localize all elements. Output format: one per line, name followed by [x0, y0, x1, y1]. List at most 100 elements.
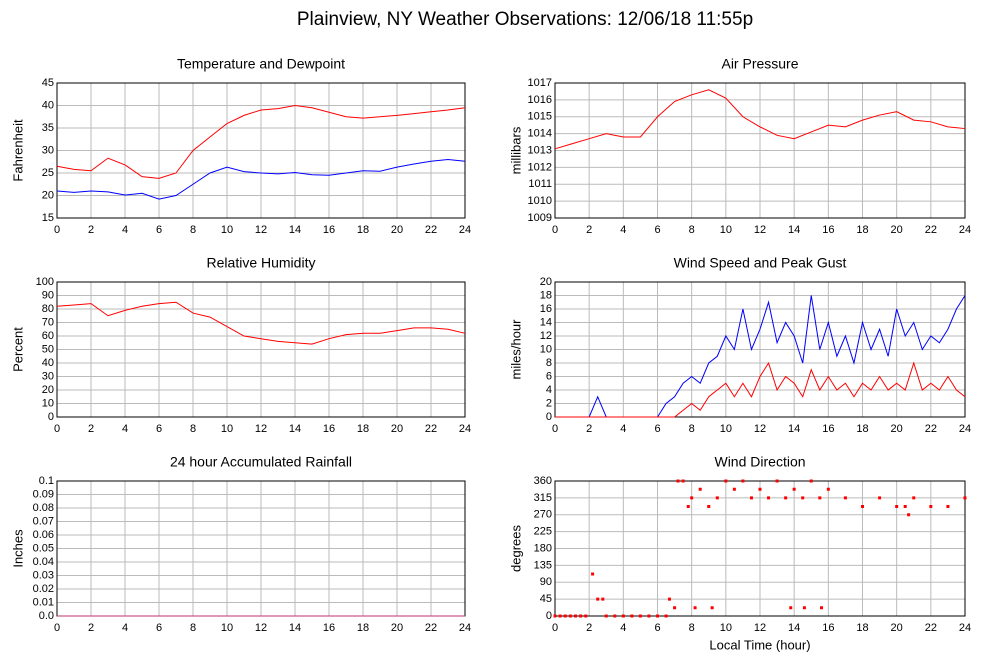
x-tick-label: 8	[689, 224, 695, 236]
scatter-point	[907, 513, 911, 517]
y-axis-label: Inches	[10, 529, 25, 568]
x-tick-label: 6	[654, 224, 660, 236]
y-tick-label: 135	[534, 559, 552, 571]
scatter-point	[591, 572, 595, 576]
x-tick-label: 12	[754, 622, 766, 634]
y-tick-label: 1016	[528, 94, 552, 106]
x-tick-label: 0	[54, 224, 60, 236]
x-tick-label: 0	[552, 224, 558, 236]
scatter-point	[809, 479, 813, 483]
y-tick-label: 1009	[528, 212, 552, 224]
x-tick-label: 8	[190, 224, 196, 236]
scatter-point	[861, 505, 864, 508]
series-line	[56, 158, 466, 200]
y-tick-label: 0.08	[33, 502, 54, 514]
x-tick-label: 14	[289, 224, 301, 236]
scatter-point	[895, 505, 899, 508]
y-tick-label: 6	[546, 370, 552, 382]
y-tick-label: 18	[540, 289, 552, 301]
y-tick-label: 0.05	[33, 542, 54, 554]
chart-title: Relative Humidity	[207, 255, 316, 271]
chart-title: Wind Direction	[714, 454, 805, 470]
x-tick-label: 4	[620, 224, 626, 236]
x-tick-label: 20	[891, 622, 903, 634]
scatter-point	[656, 614, 659, 618]
x-tick-label: 12	[255, 423, 267, 435]
scatter-point	[843, 496, 847, 500]
scatter-point	[667, 597, 671, 601]
x-tick-label: 12	[754, 224, 766, 236]
y-tick-label: 0.07	[33, 515, 54, 527]
x-tick-label: 8	[190, 423, 196, 435]
x-tick-label: 2	[586, 622, 592, 634]
scatter-point	[820, 606, 823, 610]
x-tick-label: 18	[357, 224, 369, 236]
scatter-point	[715, 496, 719, 500]
x-tick-label: 2	[88, 224, 94, 236]
scatter-point	[558, 614, 562, 618]
y-tick-label: 20	[42, 384, 54, 396]
y-tick-label: 0.01	[33, 596, 54, 608]
x-tick-label: 20	[891, 423, 903, 435]
x-tick-label: 0	[552, 423, 558, 435]
scatter-point	[929, 505, 933, 508]
y-tick-label: 50	[42, 343, 54, 355]
y-tick-label: 225	[534, 526, 552, 538]
chart-title: Wind Speed and Peak Gust	[674, 255, 847, 271]
y-tick-label: 0.04	[33, 556, 54, 568]
plot-frame	[554, 82, 966, 219]
y-tick-label: 270	[534, 509, 552, 521]
x-tick-label: 2	[586, 423, 592, 435]
scatter-point	[784, 496, 788, 500]
scatter-point	[690, 496, 694, 500]
scatter-point	[758, 487, 762, 491]
y-tick-label: 100	[36, 276, 54, 288]
y-tick-label: 0	[48, 411, 54, 423]
scatter-point	[693, 606, 697, 610]
x-tick-label: 10	[720, 622, 732, 634]
scatter-point	[878, 496, 882, 500]
series-line	[554, 89, 966, 150]
x-tick-label: 14	[289, 622, 301, 634]
y-tick-label: 90	[540, 576, 552, 588]
y-tick-label: 45	[540, 593, 552, 605]
x-tick-label: 6	[654, 622, 660, 634]
page-title: Plainview, NY Weather Observations: 12/0…	[297, 9, 753, 30]
x-tick-label: 24	[959, 224, 971, 236]
x-tick-label: 0	[552, 622, 558, 634]
plot-frame	[56, 281, 466, 418]
y-tick-label: 35	[42, 122, 54, 134]
y-axis-label: Percent	[10, 327, 25, 372]
scatter-point	[775, 479, 779, 483]
scatter-point	[707, 505, 711, 508]
scatter-point	[946, 505, 950, 508]
scatter-point	[741, 479, 745, 483]
x-tick-label: 16	[822, 423, 834, 435]
scatter-point	[792, 487, 796, 491]
y-tick-label: 70	[42, 316, 54, 328]
x-tick-label: 22	[925, 622, 937, 634]
y-tick-label: 0	[546, 411, 552, 423]
scatter-point	[664, 614, 668, 618]
y-axis-label: Fahrenheit	[10, 119, 25, 182]
y-tick-label: 20	[540, 276, 552, 288]
x-tick-label: 16	[822, 622, 834, 634]
y-tick-label: 12	[540, 330, 552, 342]
x-tick-label: 22	[425, 423, 437, 435]
x-tick-label: 14	[788, 224, 800, 236]
scatter-point	[749, 496, 753, 500]
scatter-point	[818, 496, 822, 500]
x-tick-label: 2	[88, 622, 94, 634]
chart-title: Temperature and Dewpoint	[177, 56, 345, 72]
x-tick-label: 22	[425, 622, 437, 634]
y-tick-label: 1013	[528, 144, 552, 156]
x-tick-label: 20	[391, 622, 403, 634]
x-tick-label: 2	[88, 423, 94, 435]
series-line	[56, 301, 466, 345]
scatter-point	[621, 614, 625, 618]
y-tick-label: 1014	[528, 128, 552, 140]
y-tick-label: 10	[540, 343, 552, 355]
y-tick-label: 0.0	[39, 610, 54, 622]
x-tick-label: 24	[959, 423, 971, 435]
